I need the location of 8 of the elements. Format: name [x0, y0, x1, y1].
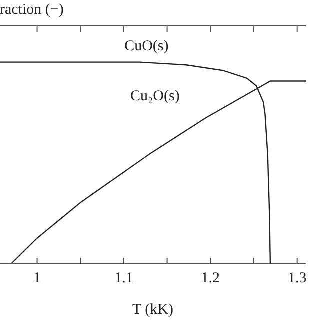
y-axis-title: raction (−)	[0, 2, 64, 19]
x-tick-label: 1.2	[201, 270, 220, 287]
x-tick-label: 1	[34, 270, 42, 287]
series-label: CuO(s)	[124, 38, 169, 54]
series-label: Cu₂O(s)	[130, 88, 180, 104]
x-axis-title: T (kK)	[132, 302, 174, 318]
x-tick-label: 1.3	[288, 270, 307, 287]
x-tick-label: 1.1	[114, 270, 134, 287]
